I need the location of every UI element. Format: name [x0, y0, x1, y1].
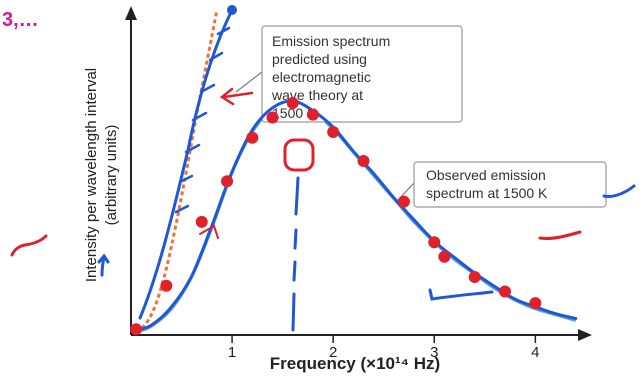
theory-spectrum-curve [135, 9, 219, 334]
ink-marked-points [130, 97, 542, 336]
axes [125, 6, 592, 341]
ink-peak-box [283, 138, 315, 172]
theory-callout: Emission spectrum predicted using electrom… [235, 25, 463, 123]
theory-callout-text: Emission spectrum predicted using electrom… [271, 33, 390, 121]
observed-callout: Observed emission spectrum at 1500 K [397, 161, 607, 208]
y-axis-title: Intensity per wavelength interval (arbit… [83, 68, 120, 282]
ink-marked-point [468, 271, 481, 283]
observed-callout-text: Observed emission spectrum at 1500 K [426, 167, 548, 201]
ink-marked-point [221, 175, 234, 188]
ink-marked-point [357, 155, 370, 167]
y-axis-title-line-2: (arbitrary units) [103, 125, 120, 226]
x-tick-label: 1 [228, 344, 236, 361]
x-tick-label: 3 [430, 344, 438, 361]
ink-trace-observed [134, 99, 578, 332]
ink-right-red-check [538, 230, 582, 240]
callout-line: Emission spectrum [272, 33, 390, 49]
ink-top-dot [227, 5, 237, 15]
ink-marked-point [130, 323, 143, 336]
ink-marked-point [327, 126, 340, 138]
ink-red-arrow-theory [199, 224, 219, 239]
ink-marked-point [195, 215, 208, 228]
ink-right-blue-check [602, 184, 636, 198]
callout-line: predicted using [272, 51, 367, 67]
ink-marked-point [266, 111, 279, 124]
y-axis-arrowhead [125, 6, 137, 20]
x-axis-title: Frequency (×10¹⁴ Hz) [270, 354, 440, 373]
ink-tick-marks-theory [174, 26, 231, 214]
callout-line: electromagnetic [272, 69, 371, 85]
page-fragment-text: 3,… [2, 9, 39, 31]
ink-marked-point [246, 131, 259, 144]
ink-marked-point [428, 236, 441, 249]
callout-line: spectrum at 1500 K [426, 185, 548, 201]
ink-marked-point [286, 97, 299, 109]
ink-left-red-check [10, 234, 48, 257]
ink-left-blue-arrow [97, 253, 110, 277]
y-axis-title-line-1: Intensity per wavelength interval [83, 68, 100, 282]
ink-marked-point [499, 285, 512, 298]
x-axis-arrowhead [578, 329, 592, 341]
theory-callout-leader [235, 71, 263, 93]
callout-line: 1500 K [272, 105, 317, 121]
callout-line: Observed emission [426, 167, 546, 183]
ink-peak-dashed-line [291, 176, 300, 332]
ink-bottom-blue-check [428, 288, 494, 301]
observed-callout-box [413, 161, 607, 208]
x-tick-label: 4 [531, 344, 539, 361]
ink-red-arrow-callout [219, 87, 254, 106]
x-ticks: 1 2 3 4 [228, 335, 540, 361]
ink-marked-point [160, 279, 173, 292]
ink-marked-point [306, 108, 319, 121]
theory-callout-box [261, 25, 463, 123]
x-tick-label: 2 [329, 344, 337, 361]
ink-marked-point [397, 195, 410, 208]
ink-marked-point [438, 250, 451, 263]
handwritten-annotations [10, 5, 636, 336]
ink-marked-point [529, 297, 542, 310]
